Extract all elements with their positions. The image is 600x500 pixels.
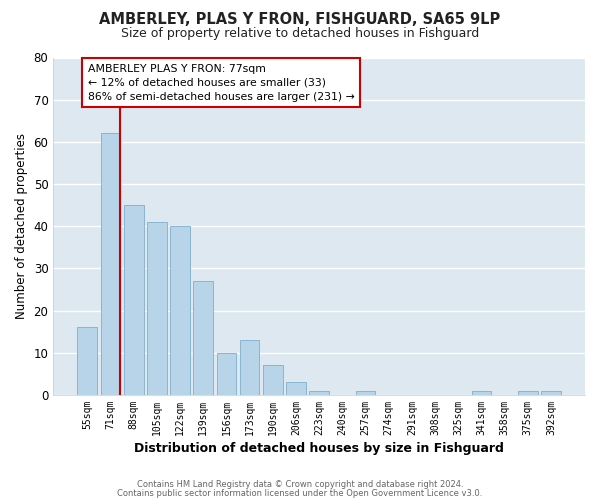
Bar <box>518 390 538 395</box>
Bar <box>309 390 329 395</box>
Bar <box>541 390 561 395</box>
Bar <box>124 205 143 395</box>
Text: Contains HM Land Registry data © Crown copyright and database right 2024.: Contains HM Land Registry data © Crown c… <box>137 480 463 489</box>
Text: Contains public sector information licensed under the Open Government Licence v3: Contains public sector information licen… <box>118 488 482 498</box>
Bar <box>286 382 306 395</box>
X-axis label: Distribution of detached houses by size in Fishguard: Distribution of detached houses by size … <box>134 442 504 455</box>
Bar <box>77 328 97 395</box>
Bar <box>263 366 283 395</box>
Bar <box>472 390 491 395</box>
Bar <box>356 390 376 395</box>
Bar <box>170 226 190 395</box>
Y-axis label: Number of detached properties: Number of detached properties <box>15 133 28 319</box>
Bar <box>193 281 213 395</box>
Bar <box>101 134 121 395</box>
Bar <box>240 340 259 395</box>
Text: AMBERLEY PLAS Y FRON: 77sqm
← 12% of detached houses are smaller (33)
86% of sem: AMBERLEY PLAS Y FRON: 77sqm ← 12% of det… <box>88 64 355 102</box>
Bar <box>217 353 236 395</box>
Text: AMBERLEY, PLAS Y FRON, FISHGUARD, SA65 9LP: AMBERLEY, PLAS Y FRON, FISHGUARD, SA65 9… <box>100 12 500 28</box>
Bar <box>147 222 167 395</box>
Text: Size of property relative to detached houses in Fishguard: Size of property relative to detached ho… <box>121 28 479 40</box>
